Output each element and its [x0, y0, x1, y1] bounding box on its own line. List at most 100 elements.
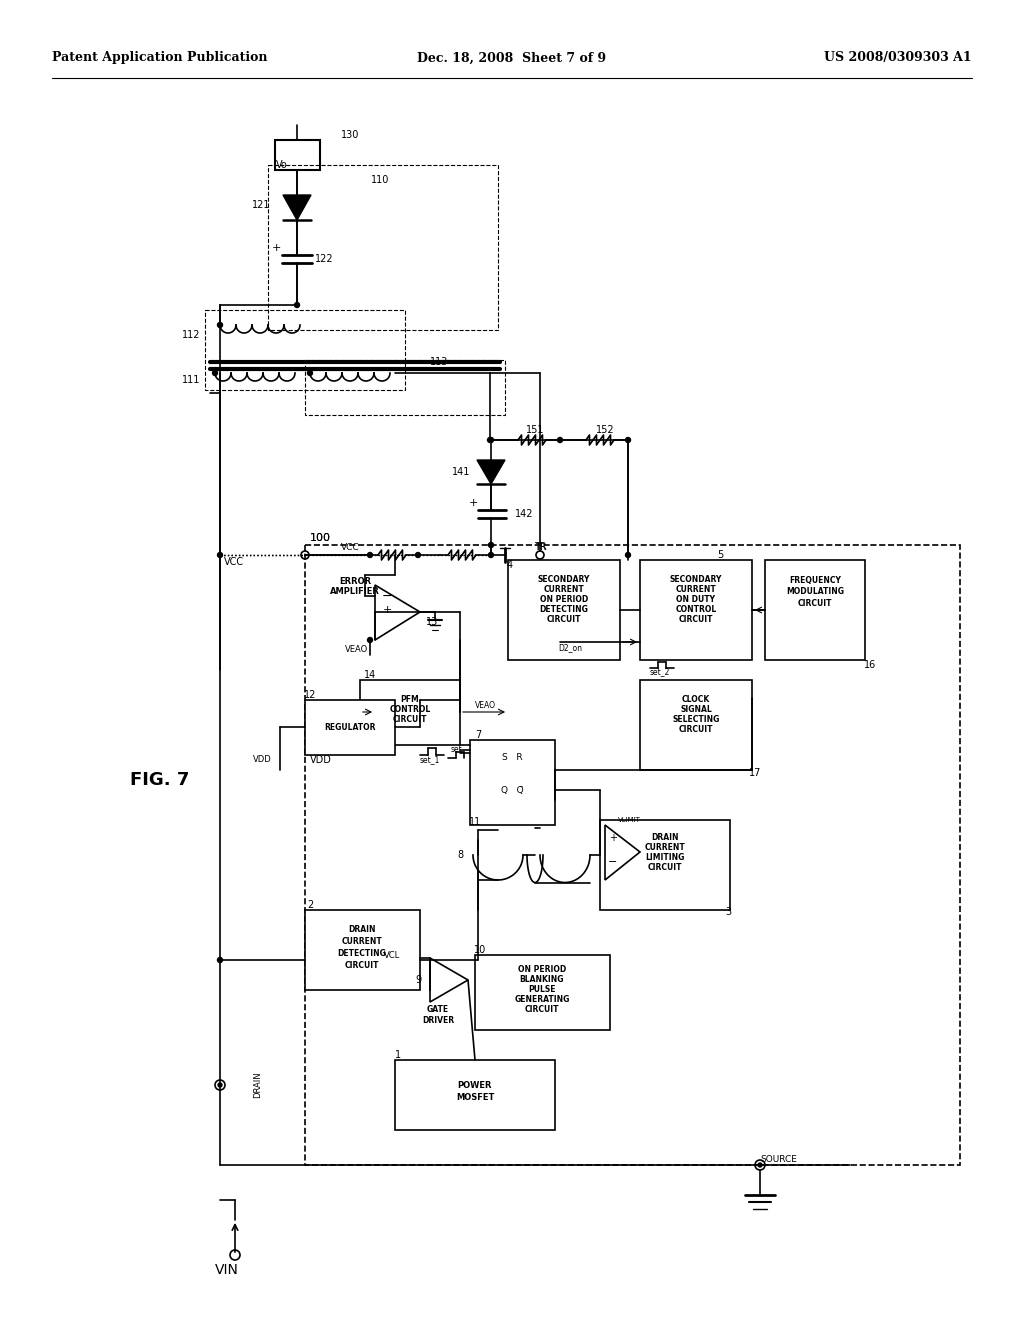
Circle shape: [416, 553, 421, 557]
Text: TR: TR: [535, 543, 546, 552]
Text: POWER: POWER: [458, 1081, 493, 1089]
Text: TR: TR: [534, 543, 547, 552]
Circle shape: [217, 553, 222, 557]
Text: VDD: VDD: [253, 755, 272, 764]
Text: 1: 1: [395, 1049, 401, 1060]
Text: 142: 142: [515, 510, 534, 519]
Bar: [395, 1060, 555, 1130]
Text: 3: 3: [725, 907, 731, 917]
Text: Q   Q̄: Q Q̄: [501, 785, 523, 795]
Text: SIGNAL: SIGNAL: [680, 705, 712, 714]
Circle shape: [307, 371, 312, 375]
Circle shape: [626, 437, 631, 442]
Text: +: +: [468, 498, 477, 508]
Text: CIRCUIT: CIRCUIT: [679, 726, 714, 734]
Circle shape: [217, 322, 222, 327]
Circle shape: [217, 957, 222, 962]
Text: 112: 112: [181, 330, 200, 341]
Text: ON PERIOD: ON PERIOD: [540, 595, 588, 605]
Text: VCC: VCC: [341, 543, 359, 552]
Text: REGULATOR: REGULATOR: [325, 722, 376, 731]
Text: 141: 141: [452, 467, 470, 477]
Text: CIRCUIT: CIRCUIT: [393, 715, 427, 725]
Text: CIRCUIT: CIRCUIT: [547, 615, 582, 624]
Text: 122: 122: [315, 253, 334, 264]
Text: set_2: set_2: [650, 668, 670, 676]
Text: DRAIN: DRAIN: [651, 833, 679, 842]
Bar: [360, 680, 460, 744]
Text: MODULATING: MODULATING: [786, 587, 844, 597]
Text: CONTROL: CONTROL: [389, 705, 431, 714]
Text: S   R: S R: [502, 754, 522, 763]
Text: 130: 130: [341, 129, 359, 140]
Text: CURRENT: CURRENT: [544, 586, 585, 594]
Text: VDD: VDD: [310, 755, 332, 766]
Text: VEAO: VEAO: [345, 645, 369, 655]
Text: BLANKING: BLANKING: [520, 975, 564, 985]
Text: 17: 17: [749, 768, 761, 777]
Text: 100: 100: [310, 533, 331, 543]
Circle shape: [488, 543, 494, 548]
Bar: [305, 360, 505, 414]
Bar: [640, 560, 752, 660]
Circle shape: [368, 553, 373, 557]
Text: −: −: [608, 857, 617, 867]
Text: 7: 7: [475, 730, 481, 741]
Polygon shape: [430, 958, 468, 1002]
Circle shape: [758, 1163, 762, 1167]
Text: VCL: VCL: [384, 950, 400, 960]
Text: Patent Application Publication: Patent Application Publication: [52, 51, 267, 65]
Text: CLOCK: CLOCK: [682, 696, 710, 705]
Bar: [765, 560, 865, 660]
Text: 100: 100: [310, 533, 331, 543]
Bar: [470, 741, 555, 825]
Text: LIMITING: LIMITING: [645, 854, 685, 862]
Bar: [640, 680, 752, 770]
Text: +: +: [271, 243, 281, 253]
Bar: [305, 909, 420, 990]
Text: 10: 10: [474, 945, 486, 954]
Text: 4: 4: [507, 560, 513, 570]
Text: ERROR: ERROR: [339, 578, 371, 586]
Text: CIRCUIT: CIRCUIT: [648, 863, 682, 873]
Text: DRAIN: DRAIN: [254, 1072, 262, 1098]
Bar: [475, 954, 610, 1030]
Text: 13: 13: [426, 616, 438, 627]
Text: GATE
DRIVER: GATE DRIVER: [422, 1006, 454, 1024]
Bar: [600, 820, 730, 909]
Text: Vo: Vo: [276, 160, 288, 170]
Text: CONTROL: CONTROL: [676, 606, 717, 615]
Text: 121: 121: [252, 201, 270, 210]
Text: DETECTING: DETECTING: [540, 606, 589, 615]
Text: VIN: VIN: [215, 1263, 239, 1276]
Text: FREQUENCY: FREQUENCY: [790, 576, 841, 585]
Text: 151: 151: [525, 425, 544, 436]
Text: GENERATING: GENERATING: [514, 995, 569, 1005]
Bar: [305, 700, 395, 755]
Text: SECONDARY: SECONDARY: [538, 576, 590, 585]
Text: Dec. 18, 2008  Sheet 7 of 9: Dec. 18, 2008 Sheet 7 of 9: [418, 51, 606, 65]
Circle shape: [488, 437, 494, 442]
Text: 5: 5: [717, 550, 723, 560]
Text: −: −: [382, 590, 392, 602]
Circle shape: [218, 1082, 222, 1086]
Text: AMPLIFIER: AMPLIFIER: [330, 587, 380, 597]
Text: SOURCE: SOURCE: [760, 1155, 797, 1164]
Text: 111: 111: [181, 375, 200, 385]
Text: CIRCUIT: CIRCUIT: [345, 961, 379, 970]
Text: 11: 11: [469, 817, 481, 828]
Polygon shape: [375, 585, 420, 640]
Text: SECONDARY: SECONDARY: [670, 576, 722, 585]
Circle shape: [368, 638, 373, 643]
Text: 152: 152: [596, 425, 614, 436]
Text: ON DUTY: ON DUTY: [677, 595, 716, 605]
Circle shape: [488, 553, 494, 557]
Polygon shape: [605, 825, 640, 880]
Text: +: +: [609, 833, 617, 843]
Text: FIG. 7: FIG. 7: [130, 771, 189, 789]
Text: PULSE: PULSE: [528, 986, 556, 994]
Polygon shape: [283, 195, 311, 220]
Text: 113: 113: [430, 356, 449, 367]
Text: VCC: VCC: [224, 557, 244, 568]
Bar: [275, 140, 319, 170]
